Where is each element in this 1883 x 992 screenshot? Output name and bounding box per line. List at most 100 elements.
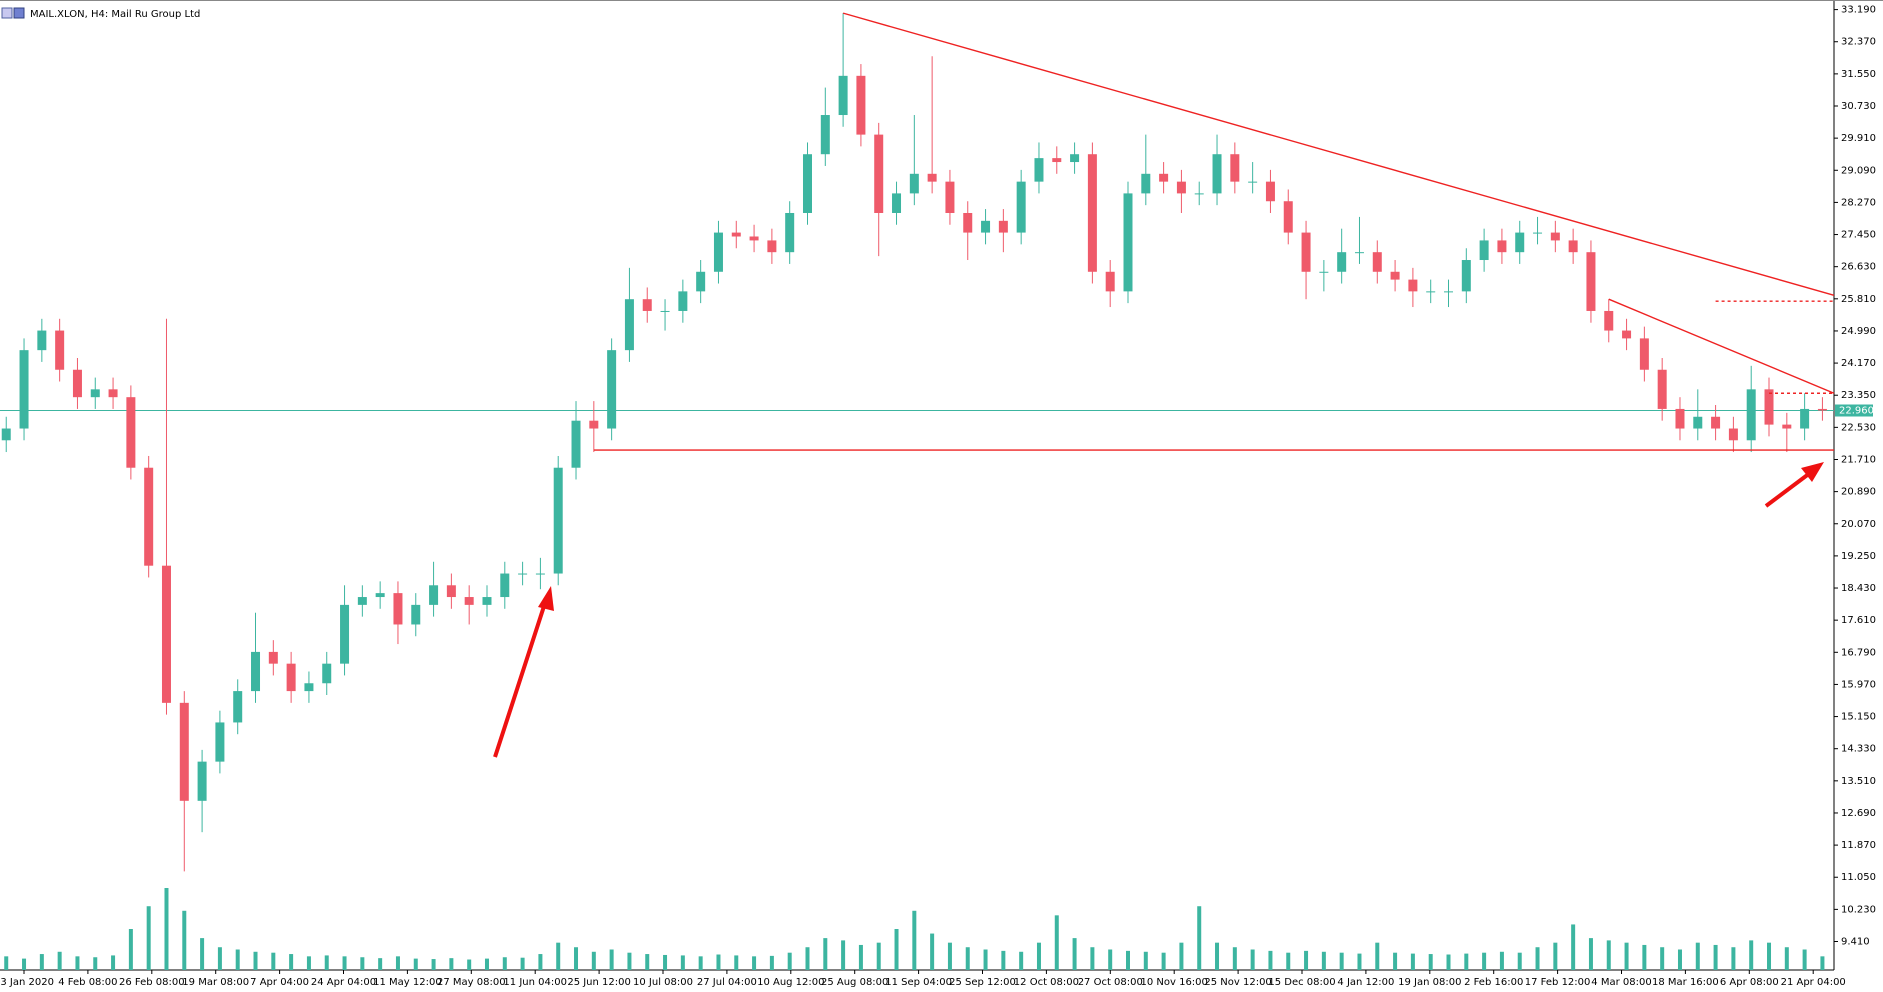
volume-bar [680,955,685,970]
candle-body [1782,424,1792,429]
candle-body [1087,154,1097,272]
x-tick-label: 10 Aug 12:00 [757,977,824,988]
volume-bar [1125,950,1130,970]
volume-bar [235,949,240,970]
candle-body [535,573,545,575]
candle-body [1176,181,1186,194]
candle-body [1639,338,1649,370]
volume-bar [324,955,329,970]
volume-bar [289,954,294,970]
candle-body [1034,158,1044,182]
candle-body [37,330,47,351]
candle-body [963,212,973,233]
x-tick-label: 6 Apr 08:00 [1720,977,1779,988]
y-tick-label: 11.050 [1841,872,1876,883]
y-tick-label: 25.810 [1841,294,1876,305]
arrow-head [538,586,554,611]
candle-body [304,683,314,692]
y-tick-label: 31.550 [1841,69,1876,80]
y-tick-label: 21.710 [1841,454,1876,465]
volume-bar [841,940,846,970]
volume-bar [1232,947,1237,970]
volume-bar [1090,947,1095,970]
volume-bar [1001,950,1006,970]
candle-body [909,173,919,194]
volume-bar [930,933,935,970]
candle-body [1497,240,1507,253]
y-tick-label: 33.190 [1841,5,1876,16]
x-tick-label: 26 Feb 08:00 [119,977,185,988]
y-tick-label: 15.150 [1841,712,1876,723]
volume-bar [556,942,561,970]
candle-body [251,651,261,692]
candle-body [1675,408,1685,429]
candle-body [197,761,207,801]
x-tick-label: 11 Jun 04:00 [503,977,567,988]
price-label: 22.960 [1839,406,1874,417]
candle-body [518,573,528,575]
volume-bar [538,954,543,970]
candle-body [713,232,723,272]
candle-body [998,220,1008,233]
candle-body [1265,181,1275,202]
icon [1,7,13,19]
volume-bar [39,954,44,970]
volume-bar [146,906,151,970]
candle-body [696,271,706,292]
candle-body [1515,232,1525,253]
arrow-shaft [493,599,548,758]
price-label-bg [1835,404,1873,417]
volume-bar [200,938,205,970]
volume-bar [111,955,116,970]
volume-bar [342,956,347,970]
candle-body [464,597,474,605]
candle-body [1248,181,1258,183]
candle-body [589,420,599,429]
x-tick-label: 25 Sep 12:00 [949,977,1016,988]
volume-bar [164,888,169,970]
volume-bar [787,952,792,970]
y-tick-label: 23.350 [1841,390,1876,401]
volume-bar [983,949,988,970]
candle-body [1105,271,1115,292]
volume-bar [1304,950,1309,970]
volume-bar [1606,940,1611,970]
candle-body [1159,173,1169,182]
x-tick-label: 25 Nov 12:00 [1204,977,1271,988]
x-tick-label: 10 Nov 16:00 [1140,977,1207,988]
volume-bar [1197,906,1202,970]
candle-body [411,604,421,625]
y-tick-label: 22.530 [1841,422,1876,433]
volume-bar [947,942,952,970]
x-tick-label: 13 Jan 2020 [0,977,54,988]
x-tick-label: 18 Mar 16:00 [1652,977,1719,988]
y-tick-label: 26.630 [1841,262,1876,273]
volume-bar [609,949,614,970]
y-tick-label: 14.330 [1841,744,1876,755]
volume-bar [1357,953,1362,970]
y-tick-label: 12.690 [1841,808,1876,819]
x-tick-label: 21 Apr 04:00 [1781,977,1846,988]
volume-bar [1731,947,1736,970]
trend-line [1608,298,1835,394]
candle-body [820,115,830,155]
candle-body [642,299,652,311]
volume-bar [395,956,400,970]
candle-body [1728,428,1738,441]
x-tick-label: 12 Oct 08:00 [1014,977,1079,988]
candle-body [1212,154,1222,194]
volume-bar [1624,942,1629,970]
volume-bar [431,959,436,970]
candle-body [1319,271,1329,273]
x-tick-label: 11 May 12:00 [373,977,442,988]
volume-bar [1321,951,1326,970]
volume-bar [627,952,632,970]
candle-body [1372,252,1382,272]
volume-bar [965,947,970,970]
arrow-head [1801,462,1824,482]
y-tick-label: 24.170 [1841,358,1876,369]
candle-body [678,291,688,311]
volume-bar [1642,944,1647,970]
